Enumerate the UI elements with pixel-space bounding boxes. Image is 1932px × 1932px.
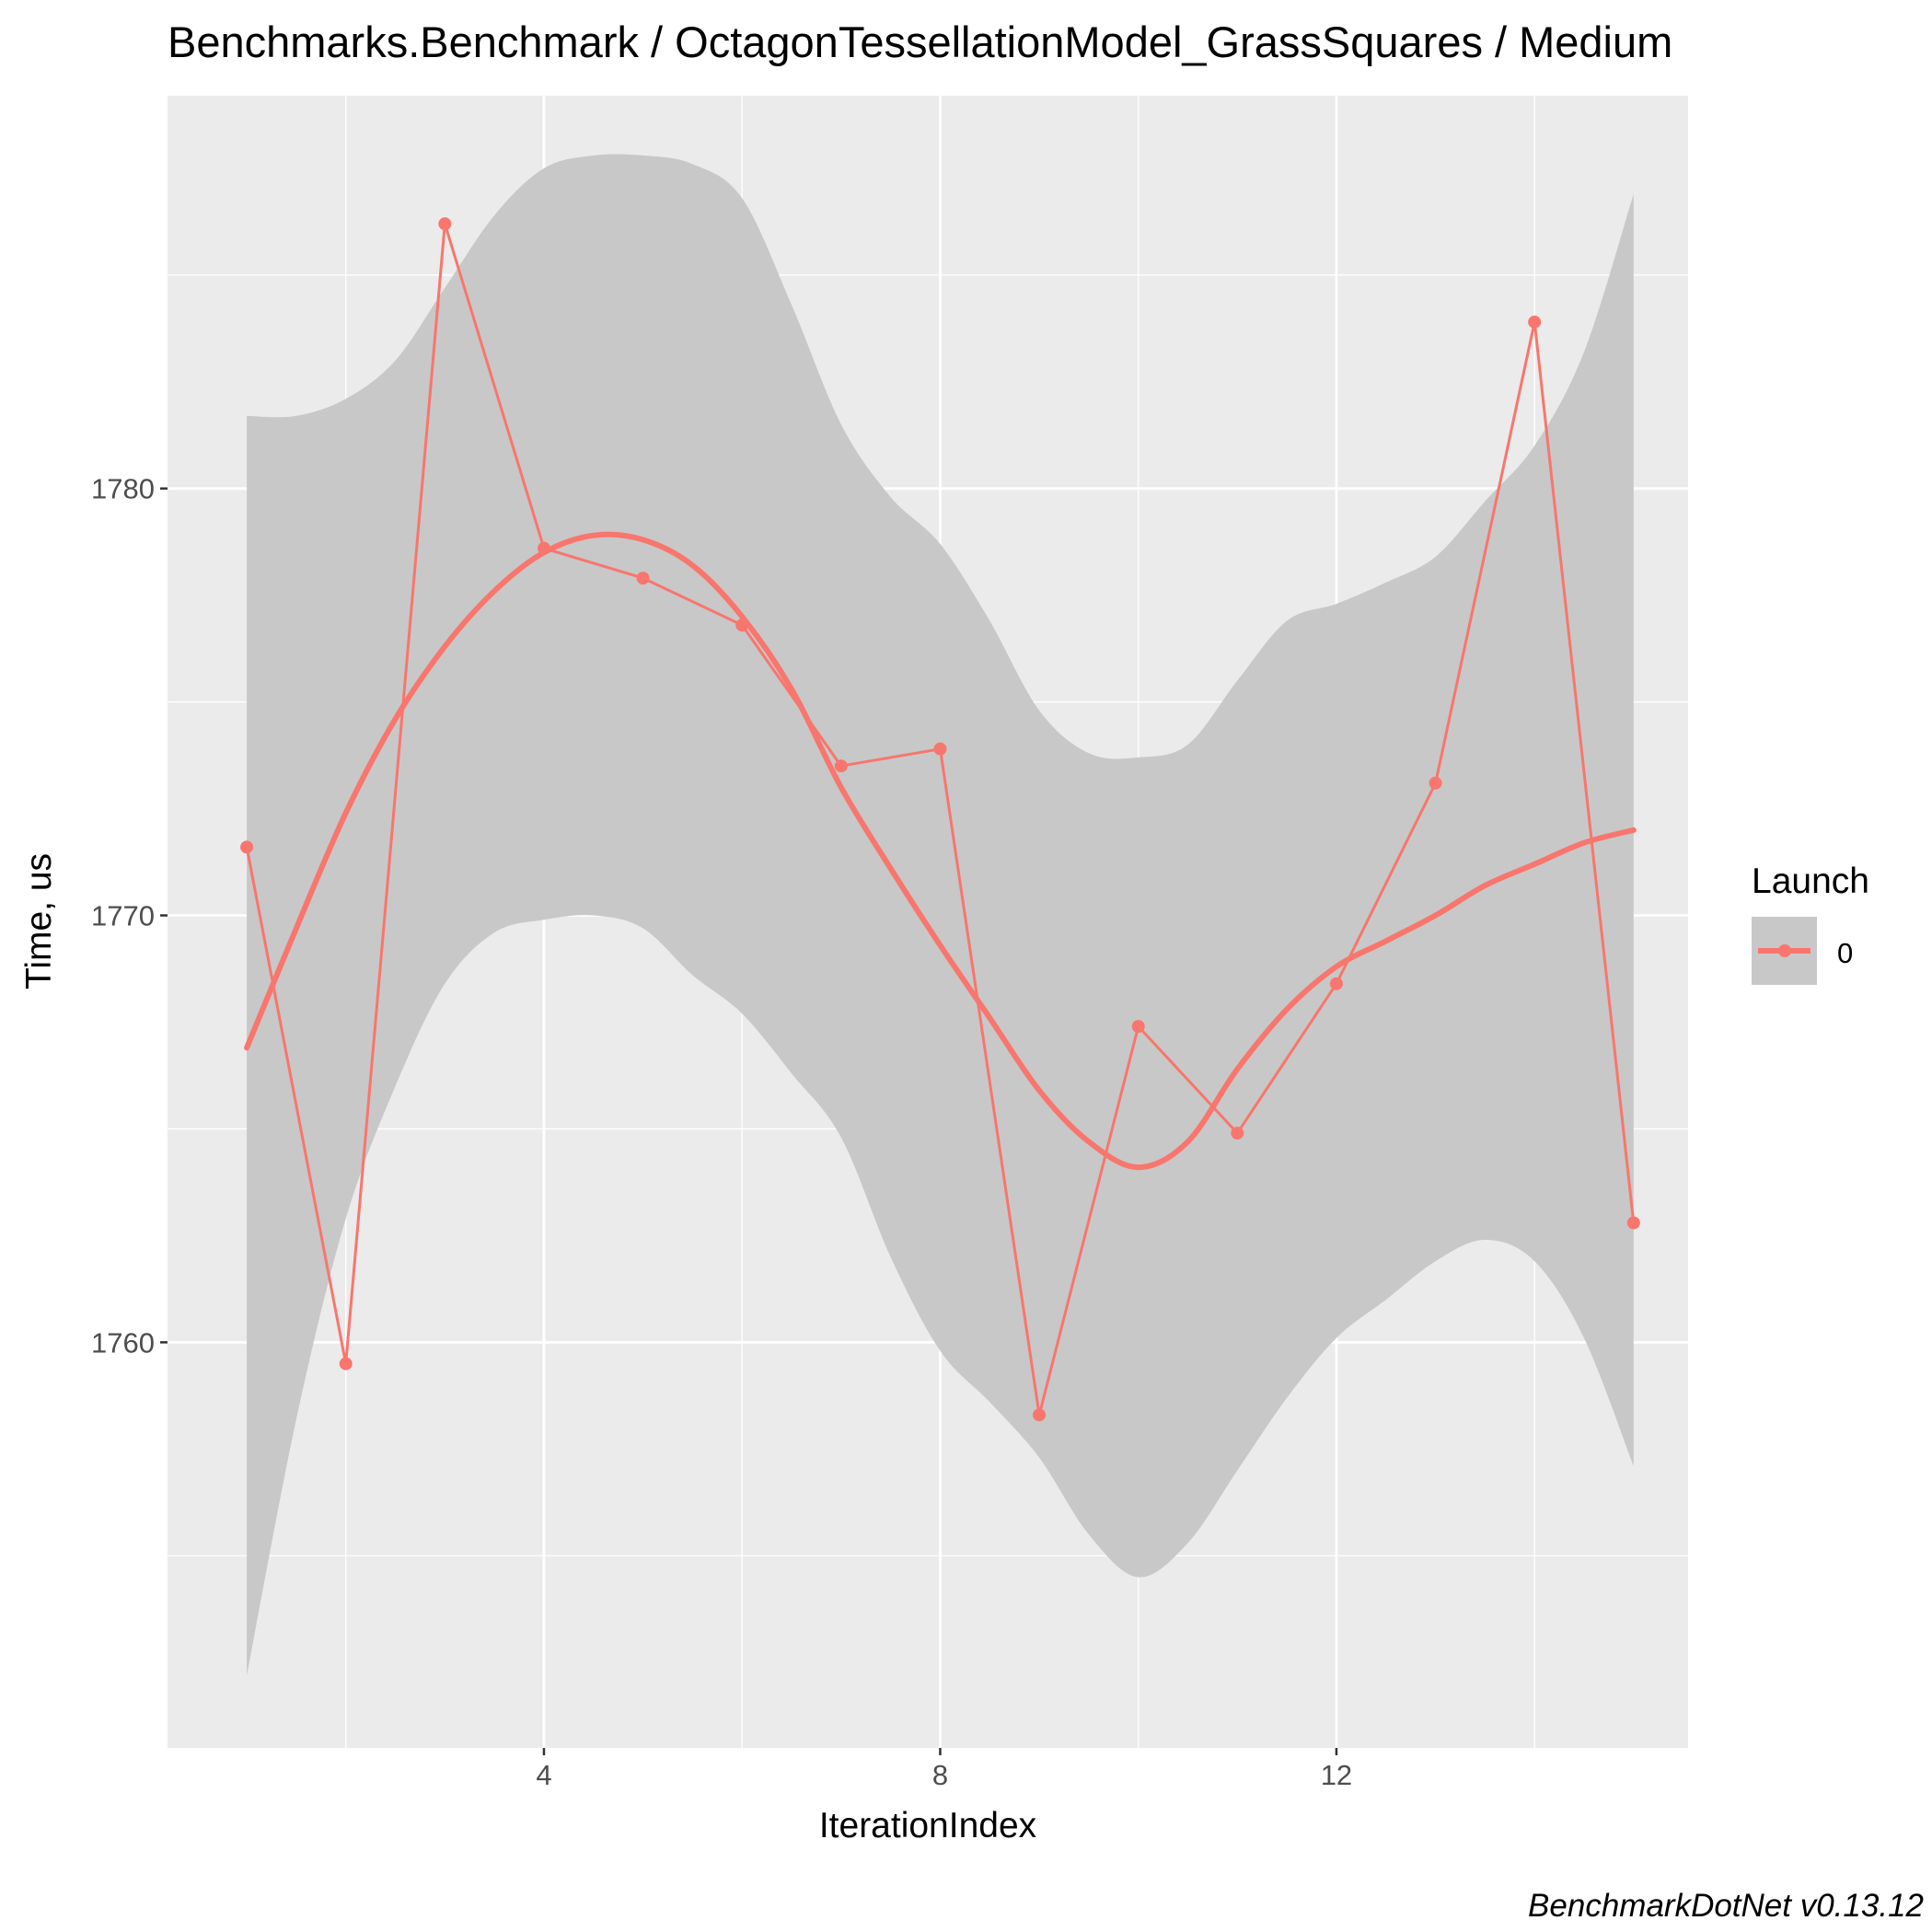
data-point (1231, 1127, 1244, 1140)
data-point (735, 619, 749, 632)
data-point (438, 217, 452, 231)
y-tick-label: 1760 (91, 1326, 155, 1359)
data-point (537, 541, 550, 555)
data-points (240, 217, 1640, 1422)
chart-title: Benchmarks.Benchmark / OctagonTessellati… (168, 17, 1672, 66)
legend-entry-0: 0 (1837, 937, 1853, 969)
x-axis-title: IterationIndex (819, 1806, 1037, 1845)
x-tick-label: 12 (1321, 1759, 1352, 1791)
x-axis: 4 8 12 (536, 1748, 1352, 1791)
data-point (339, 1357, 353, 1371)
legend-key-point (1778, 944, 1791, 957)
data-point (240, 840, 254, 854)
y-tick-label: 1770 (91, 900, 155, 932)
data-point (1429, 776, 1442, 790)
y-tick-label: 1780 (91, 473, 155, 505)
x-tick-label: 4 (536, 1759, 551, 1791)
legend-title: Launch (1752, 862, 1869, 901)
data-point (1131, 1020, 1145, 1034)
y-axis: 1760 1770 1780 (91, 473, 168, 1359)
data-point (933, 742, 947, 756)
data-point (636, 572, 650, 585)
x-tick-label: 8 (932, 1759, 948, 1791)
data-point (1329, 977, 1343, 990)
data-point (834, 759, 848, 773)
data-point (1528, 315, 1542, 329)
legend: Launch 0 (1752, 862, 1869, 985)
y-axis-title: Time, us (19, 853, 59, 989)
caption: BenchmarkDotNet v0.13.12 (1528, 1888, 1924, 1924)
data-point (1033, 1408, 1047, 1422)
smooth-fit-line (244, 531, 1637, 1171)
data-point (1626, 1216, 1640, 1230)
